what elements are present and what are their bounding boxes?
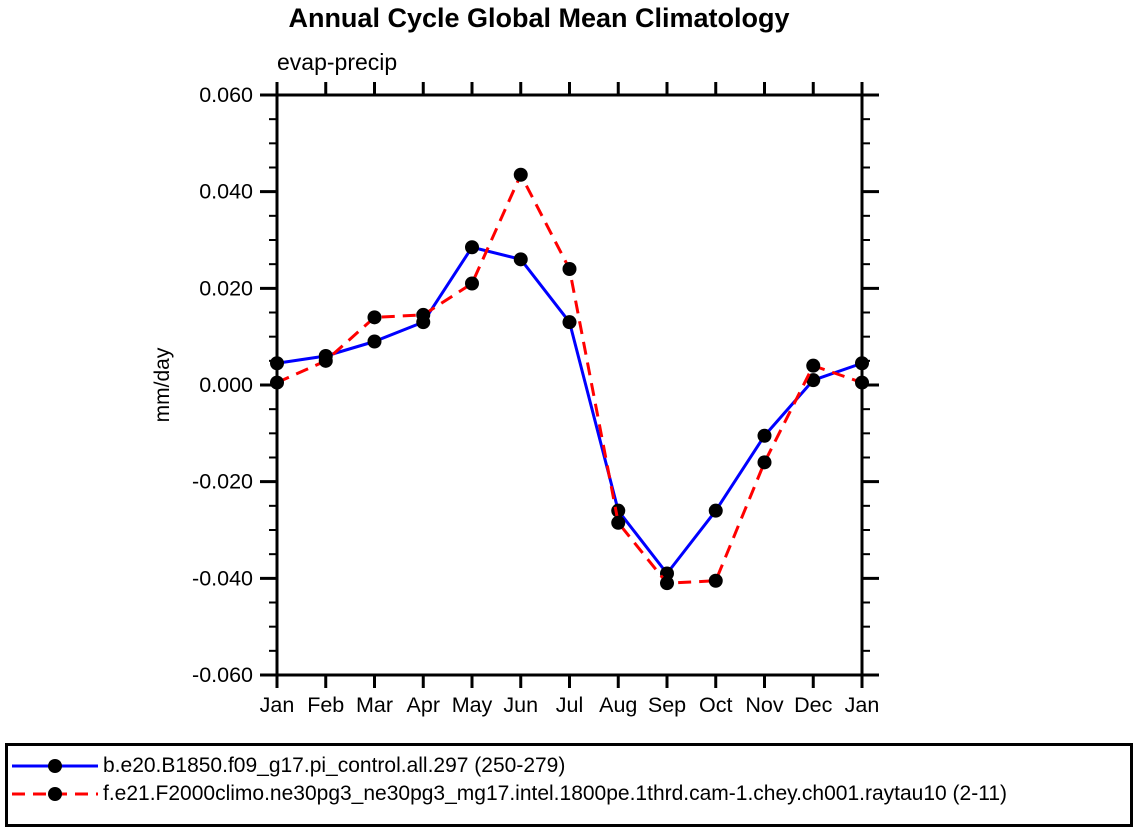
- data-point-marker: [708, 573, 723, 588]
- legend-line-sample-icon: [12, 759, 98, 773]
- data-point-marker: [708, 503, 723, 518]
- data-point-marker: [855, 375, 869, 390]
- y-tick-label: -0.060: [192, 663, 253, 687]
- x-tick-label: Jun: [503, 693, 538, 717]
- x-tick-label: Aug: [599, 693, 637, 717]
- legend-label-control-run: b.e20.B1850.f09_g17.pi_control.all.297 (…: [103, 754, 566, 777]
- data-point-marker: [270, 375, 284, 390]
- legend: b.e20.B1850.f09_g17.pi_control.all.297 (…: [5, 743, 1133, 827]
- x-tick-label: Jan: [260, 693, 295, 717]
- chart-subtitle: evap-precip: [277, 49, 398, 75]
- data-point-marker: [465, 276, 479, 291]
- series-line-0: [276, 245, 863, 575]
- data-point-marker: [806, 373, 821, 388]
- x-tick-label: Feb: [307, 693, 344, 717]
- data-point-marker: [416, 307, 431, 322]
- y-tick-label: 0.020: [199, 276, 253, 300]
- plot-box: [275, 93, 864, 677]
- x-tick-label: Dec: [794, 693, 832, 717]
- y-tick-label: 0.040: [199, 180, 253, 204]
- x-tick-label: Oct: [699, 693, 732, 717]
- data-point-marker: [367, 310, 382, 325]
- data-point-marker: [270, 356, 284, 371]
- chart-title: Annual Cycle Global Mean Climatology: [288, 3, 790, 33]
- x-tick-label: Sep: [648, 693, 686, 717]
- y-tick-label: -0.020: [192, 470, 253, 494]
- data-point-marker: [513, 167, 528, 182]
- data-point-marker: [806, 358, 821, 373]
- y-tick-label: -0.040: [192, 566, 253, 590]
- data-point-marker: [855, 356, 869, 371]
- data-point-marker: [611, 515, 626, 530]
- data-point-marker: [465, 240, 479, 255]
- y-tick-label: 0.000: [199, 373, 253, 397]
- x-tick-label: Mar: [356, 693, 393, 717]
- data-point-marker: [318, 353, 333, 368]
- data-point-marker: [367, 334, 382, 349]
- legend-line-sample-icon: [12, 787, 98, 801]
- x-tick-label: Jan: [845, 693, 880, 717]
- data-point-marker: [513, 252, 528, 267]
- data-point-marker: [757, 428, 772, 443]
- series-line-1: [276, 173, 863, 585]
- legend-item-test-run: f.e21.F2000climo.ne30pg3_ne30pg3_mg17.in…: [8, 780, 1130, 808]
- data-point-marker: [562, 262, 577, 276]
- legend-item-control-run: b.e20.B1850.f09_g17.pi_control.all.297 (…: [8, 752, 1130, 780]
- x-tick-label: May: [452, 693, 493, 717]
- x-tick-label: Apr: [407, 693, 440, 717]
- data-point-marker: [660, 576, 674, 591]
- y-tick-label: 0.060: [199, 83, 253, 107]
- x-tick-label: Nov: [745, 693, 783, 717]
- legend-label-test-run: f.e21.F2000climo.ne30pg3_ne30pg3_mg17.in…: [103, 782, 1008, 805]
- data-point-marker: [562, 315, 577, 330]
- data-point-marker: [757, 455, 772, 470]
- x-tick-label: Jul: [556, 693, 583, 717]
